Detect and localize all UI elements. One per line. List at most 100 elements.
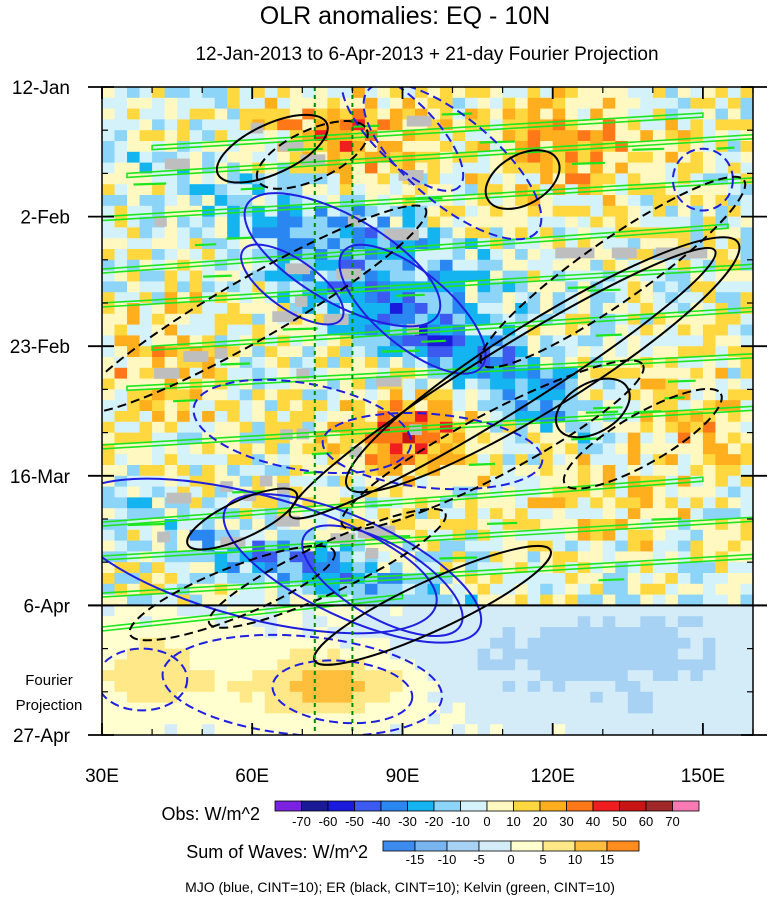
heat-cell — [414, 184, 429, 196]
heat-cell — [515, 281, 529, 293]
heat-cell — [339, 227, 353, 239]
heat-cell — [540, 389, 554, 401]
heat-cell — [377, 465, 391, 477]
heat-cell — [364, 594, 379, 606]
heat-cell — [414, 529, 429, 542]
heat-cell — [490, 195, 504, 207]
heat-cell — [177, 184, 191, 196]
heat-cell — [102, 292, 116, 304]
mjo-contour-negative — [340, 87, 465, 192]
heat-cell — [602, 670, 616, 682]
heat-cell — [665, 497, 679, 509]
kelvin-segment — [282, 327, 318, 331]
heat-cell — [202, 357, 216, 369]
heat-cell — [102, 486, 116, 498]
heat-cell — [214, 497, 228, 509]
heat-cell — [615, 475, 629, 488]
heat-cell — [414, 378, 429, 390]
heat-cell — [327, 173, 341, 185]
heat-cell — [727, 87, 742, 99]
heat-cell — [264, 303, 278, 315]
missing-cell — [296, 368, 309, 380]
heat-cell — [414, 141, 429, 153]
heat-cell — [389, 335, 404, 347]
missing-cell — [398, 170, 424, 181]
heat-cell — [502, 724, 516, 735]
heat-cell — [364, 216, 379, 228]
heat-cell — [490, 627, 504, 639]
heat-cell — [652, 681, 666, 693]
colorbar-tick-label: 60 — [639, 814, 653, 829]
heat-cell — [114, 184, 128, 196]
heat-cell — [177, 335, 191, 347]
heat-cell — [152, 443, 166, 455]
heat-cell — [652, 130, 666, 142]
heat-cell — [339, 162, 353, 174]
heat-cell — [364, 702, 379, 714]
heat-cell — [602, 141, 616, 153]
heat-cell — [465, 249, 479, 261]
heat-cell — [202, 497, 216, 509]
heat-cell — [652, 432, 666, 444]
heat-cell — [302, 627, 316, 639]
heat-cell — [702, 497, 717, 509]
heat-cell — [502, 216, 516, 228]
colorbar-swatch — [407, 800, 435, 812]
heat-cell — [364, 378, 379, 390]
heat-cell — [540, 87, 554, 99]
heat-cell — [465, 659, 479, 671]
heat-cell — [139, 562, 153, 574]
heat-cell — [490, 681, 504, 693]
heat-cell — [352, 465, 366, 477]
colorbar-swatch — [478, 840, 512, 852]
heat-cell — [139, 724, 153, 735]
heat-cell — [402, 238, 416, 250]
heat-cell — [364, 454, 379, 466]
heat-cell — [277, 227, 291, 239]
heat-cell — [227, 605, 241, 617]
heat-cell — [214, 249, 228, 261]
heat-cell — [452, 637, 466, 650]
heat-cell — [590, 691, 604, 704]
heat-cell — [690, 227, 704, 239]
heat-cell — [465, 227, 479, 239]
heat-cell — [602, 259, 616, 272]
heat-cell — [277, 357, 291, 369]
heat-cell — [615, 497, 629, 509]
heat-cell — [227, 691, 241, 704]
heat-cell — [740, 670, 753, 682]
heat-cell — [465, 216, 479, 228]
heat-cell — [314, 357, 328, 369]
colorbar-tick-label: 70 — [665, 814, 679, 829]
missing-cell — [680, 247, 706, 259]
heat-cell — [289, 454, 303, 466]
heat-cell — [727, 648, 742, 660]
heat-cell — [577, 508, 591, 520]
heat-cell — [102, 573, 116, 585]
heat-cell — [677, 335, 691, 347]
heat-cell — [164, 303, 178, 315]
heat-cell — [402, 670, 416, 682]
colorbar-swatch — [592, 800, 620, 812]
heat-cell — [602, 378, 616, 390]
heat-cell — [277, 681, 291, 693]
heat-cell — [502, 367, 516, 380]
heat-cell — [327, 497, 341, 509]
heat-cell — [602, 627, 616, 639]
heat-cell — [577, 529, 591, 542]
heat-cell — [602, 443, 616, 455]
heat-cell — [327, 702, 341, 714]
heat-cell — [727, 432, 742, 444]
heat-cell — [515, 151, 529, 164]
heat-cell — [327, 562, 341, 574]
heat-cell — [264, 335, 278, 347]
colorbar-tick-label: 0 — [507, 852, 514, 867]
heat-cell — [364, 346, 379, 358]
heat-cell — [702, 562, 717, 574]
heat-cell — [640, 173, 654, 185]
heat-cell — [677, 659, 691, 671]
heat-cell — [477, 724, 491, 735]
colorbar-tick-label: 0 — [483, 814, 490, 829]
heat-cell — [565, 205, 579, 218]
heat-cell — [289, 357, 303, 369]
